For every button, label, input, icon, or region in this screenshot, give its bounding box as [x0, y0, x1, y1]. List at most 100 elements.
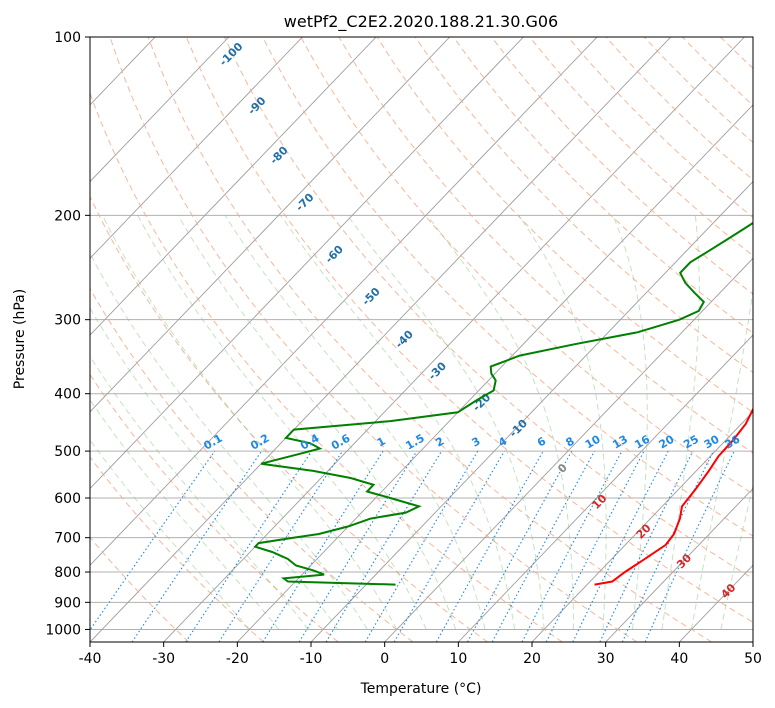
- moist-adiabat: [137, 215, 427, 630]
- mixing-ratio-line: [90, 450, 216, 632]
- mixing-ratio-lines: [90, 450, 735, 642]
- dry-adiabat-label: -50: [360, 285, 383, 308]
- mixing-ratio-line: [131, 450, 263, 642]
- isotherm-line: [237, 104, 753, 642]
- x-tick-label: -30: [152, 651, 175, 667]
- x-tick-label: 0: [380, 651, 389, 667]
- isotherm-line: [163, 37, 745, 642]
- isotherm-line: [90, 37, 230, 183]
- moist-adiabat: [90, 252, 368, 630]
- isotherm-line: [0, 37, 8, 642]
- isotherm-line: [531, 411, 753, 642]
- y-tick-label: 600: [54, 491, 81, 507]
- isotherm-line: [90, 37, 377, 336]
- mixing-ratio-label: 30: [702, 432, 722, 451]
- dry-adiabat: [109, 37, 638, 642]
- isotherm-line: [90, 37, 451, 413]
- x-axis-ticks: -40 -30 -20 -10 0 10 20 30 40 50: [79, 642, 762, 667]
- x-tick-label: -20: [226, 651, 249, 667]
- x-tick-label: 30: [597, 651, 615, 667]
- moist-adiabat: [90, 439, 250, 630]
- dry-adiabat-label: -60: [323, 242, 346, 265]
- mixing-ratio-label: 8: [563, 435, 576, 450]
- mixing-ratio-label: 1: [375, 435, 388, 450]
- moist-adiabat: [90, 307, 339, 630]
- isotherm-line: [90, 37, 303, 259]
- mixing-ratio-line: [393, 450, 505, 642]
- dry-adiabat-label: -90: [245, 94, 268, 117]
- x-tick-label: 10: [449, 651, 467, 667]
- dry-adiabat: [90, 456, 264, 642]
- dry-adiabat: [147, 37, 712, 642]
- isotherm-line: [90, 37, 672, 642]
- y-tick-label: 1000: [45, 622, 81, 638]
- dry-adiabat-label: -100: [217, 40, 246, 69]
- mixing-ratio-label: 6: [535, 434, 548, 449]
- mixing-ratio-line: [185, 450, 313, 642]
- dry-adiabat: [90, 91, 563, 642]
- isotherm-line: [90, 37, 598, 566]
- y-tick-label: 100: [54, 30, 81, 46]
- dry-adiabat: [376, 37, 753, 413]
- y-tick-label: 300: [54, 313, 81, 329]
- y-axis-ticks: 100 200 300 400 500 600 700 800 900 1000: [45, 30, 90, 638]
- moist-adiabat: [224, 215, 486, 630]
- dry-adiabat: [643, 37, 753, 144]
- dry-adiabat: [185, 37, 753, 623]
- mixing-ratio-label: 1.5: [403, 432, 426, 453]
- dry-adiabat: [681, 37, 753, 106]
- temperature-line: [594, 407, 753, 586]
- moist-adiabat: [90, 355, 309, 630]
- y-tick-label: 800: [54, 565, 81, 581]
- mixing-ratio-line: [491, 450, 595, 642]
- x-tick-label: -40: [79, 651, 102, 667]
- moist-adiabat: [102, 215, 398, 630]
- mixing-ratio-line: [364, 450, 479, 642]
- dry-adiabat: [90, 536, 190, 642]
- mixing-ratio-line: [621, 450, 714, 642]
- y-tick-label: 400: [54, 387, 81, 403]
- moist-adiabat: [661, 215, 700, 630]
- moist-adiabat: [426, 214, 574, 630]
- dry-adiabat-label: -30: [426, 359, 449, 382]
- mixing-ratio-line: [218, 450, 343, 642]
- dry-adiabat: [759, 37, 775, 642]
- x-tick-label: -10: [300, 651, 323, 667]
- moist-adiabat: [90, 398, 280, 630]
- mixing-ratio-line: [298, 450, 418, 642]
- moist-adiabat: [690, 287, 753, 630]
- y-tick-label: 700: [54, 531, 81, 547]
- dry-adiabat: [90, 287, 414, 642]
- moist-adiabat: [177, 215, 457, 630]
- dry-adiabat-label: 30: [674, 551, 694, 571]
- isotherm-line: [384, 257, 753, 642]
- dry-adiabats: [90, 37, 775, 642]
- chart-title: wetPf2_C2E2.2020.188.21.30.G06: [284, 12, 558, 32]
- mixing-ratio-line: [572, 450, 669, 642]
- y-axis-label: Pressure (hPa): [12, 289, 28, 389]
- mixing-ratio-line: [262, 450, 384, 642]
- mixing-ratio-label: 20: [657, 432, 677, 451]
- dry-adiabat: [605, 37, 753, 181]
- mixing-ratio-line: [644, 450, 735, 642]
- mixing-ratio-line: [325, 450, 443, 642]
- isotherm-line: [605, 487, 753, 642]
- mixing-ratio-line: [435, 450, 544, 642]
- dry-adiabat: [414, 37, 753, 374]
- moist-adiabat: [612, 215, 648, 630]
- pressure-gridlines: [90, 37, 753, 630]
- moist-adiabat: [518, 215, 607, 630]
- dry-adiabat-label: -10: [507, 416, 530, 439]
- moist-adiabat: [720, 483, 753, 630]
- y-tick-label: 500: [54, 444, 81, 460]
- dry-adiabat: [300, 37, 753, 495]
- plot-frame: [89, 36, 754, 643]
- x-tick-label: 40: [670, 651, 688, 667]
- mixing-ratio-label: 10: [583, 432, 603, 451]
- x-tick-label: 50: [744, 651, 762, 667]
- isotherms: [0, 37, 753, 642]
- y-tick-label: 200: [54, 208, 81, 224]
- mixing-ratio-line: [467, 450, 573, 642]
